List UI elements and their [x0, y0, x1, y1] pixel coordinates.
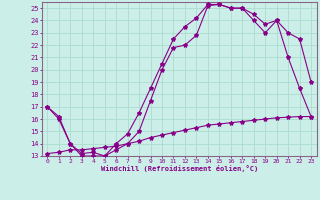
X-axis label: Windchill (Refroidissement éolien,°C): Windchill (Refroidissement éolien,°C): [100, 165, 258, 172]
